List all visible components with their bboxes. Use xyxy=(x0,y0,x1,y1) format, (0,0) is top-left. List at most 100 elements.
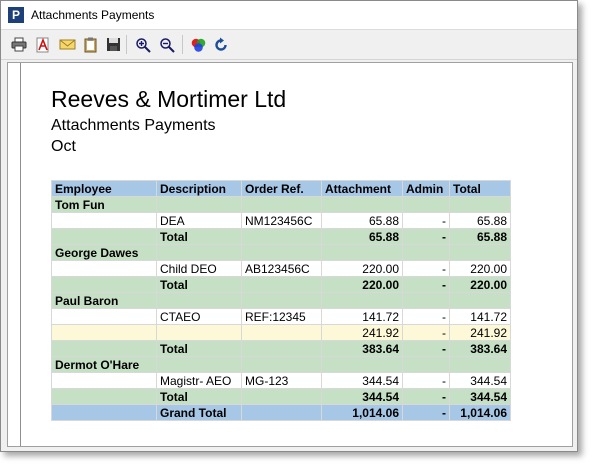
title-bar[interactable]: P Attachments Payments xyxy=(1,1,577,30)
cell-employee xyxy=(51,228,157,245)
column-header-order-ref: Order Ref. xyxy=(241,180,322,197)
cell-description: CTAEO xyxy=(156,308,242,325)
cell-description: Total xyxy=(156,388,242,405)
cell-order-ref xyxy=(241,292,322,309)
cell-employee xyxy=(51,308,157,325)
cell-attachment: 1,014.06 xyxy=(321,404,403,421)
cell-attachment: 383.64 xyxy=(321,340,403,357)
toolbar-separator xyxy=(126,35,127,54)
report-title: Attachments Payments xyxy=(51,117,216,134)
toolbar-separator xyxy=(182,35,183,54)
column-header-attachment: Attachment xyxy=(321,180,403,197)
pdf-icon[interactable] xyxy=(34,36,52,53)
refresh-icon[interactable] xyxy=(212,36,230,53)
cell-attachment: 344.54 xyxy=(321,372,403,389)
cell-total: 344.54 xyxy=(449,388,511,405)
cell-order-ref: NM123456C xyxy=(241,212,322,229)
cell-description: Grand Total xyxy=(156,404,242,421)
cell-admin xyxy=(402,196,450,213)
cell-order-ref xyxy=(241,388,322,405)
cell-description xyxy=(156,324,242,341)
cell-admin xyxy=(402,244,450,261)
cell-attachment: 141.72 xyxy=(321,308,403,325)
cell-total: 65.88 xyxy=(449,212,511,229)
cell-attachment: 220.00 xyxy=(321,260,403,277)
cell-description: Magistr- AEO xyxy=(156,372,242,389)
cell-employee: Dermot O'Hare xyxy=(51,356,157,373)
cell-employee xyxy=(51,372,157,389)
cell-attachment xyxy=(321,196,403,213)
table-row: Magistr- AEO MG-123 344.54-344.54 xyxy=(51,372,511,389)
cell-order-ref xyxy=(241,244,322,261)
total-row: Total 344.54-344.54 xyxy=(51,388,511,405)
column-header-total: Total xyxy=(449,180,511,197)
report-period: Oct xyxy=(51,138,76,155)
cell-total xyxy=(449,356,511,373)
cell-description xyxy=(156,356,242,373)
employee-group-row: Tom Fun xyxy=(51,196,511,213)
grand-total-row: Grand Total 1,014.06-1,014.06 xyxy=(51,404,511,421)
cell-total: 220.00 xyxy=(449,276,511,293)
color-icon[interactable] xyxy=(189,36,207,53)
cell-admin xyxy=(402,292,450,309)
cell-employee xyxy=(51,276,157,293)
cell-total: 220.00 xyxy=(449,260,511,277)
column-header-employee: Employee xyxy=(51,180,157,197)
cell-order-ref xyxy=(241,404,322,421)
cell-total xyxy=(449,244,511,261)
zoom-in-icon[interactable] xyxy=(134,36,152,53)
cell-admin: - xyxy=(402,388,450,405)
zoom-out-icon[interactable] xyxy=(158,36,176,53)
report-preview[interactable]: Reeves & Mortimer Ltd Attachments Paymen… xyxy=(7,62,573,447)
column-header-description: Description xyxy=(156,180,242,197)
cell-order-ref xyxy=(241,228,322,245)
report-window: P Attachments Payments xyxy=(0,0,578,452)
cell-employee xyxy=(51,212,157,229)
cell-employee xyxy=(51,324,157,341)
employee-group-row: Dermot O'Hare xyxy=(51,356,511,373)
clipboard-icon[interactable] xyxy=(81,36,99,53)
table-header-row: Employee Description Order Ref. Attachme… xyxy=(51,180,511,197)
cell-employee xyxy=(51,388,157,405)
total-row: Total 220.00-220.00 xyxy=(51,276,511,293)
table-row: 241.92-241.92 xyxy=(51,324,511,341)
cell-order-ref: MG-123 xyxy=(241,372,322,389)
page-edge xyxy=(20,63,21,446)
cell-order-ref xyxy=(241,324,322,341)
cell-total: 141.72 xyxy=(449,308,511,325)
cell-description xyxy=(156,292,242,309)
cell-employee: Paul Baron xyxy=(51,292,157,309)
cell-employee: George Dawes xyxy=(51,244,157,261)
table-row: CTAEO REF:12345 141.72-141.72 xyxy=(51,308,511,325)
cell-description xyxy=(156,196,242,213)
cell-attachment: 65.88 xyxy=(321,212,403,229)
cell-employee xyxy=(51,260,157,277)
cell-attachment: 65.88 xyxy=(321,228,403,245)
cell-admin: - xyxy=(402,340,450,357)
employee-group-row: Paul Baron xyxy=(51,292,511,309)
employee-group-row: George Dawes xyxy=(51,244,511,261)
cell-attachment: 344.54 xyxy=(321,388,403,405)
table-row: Child DEO AB123456C 220.00-220.00 xyxy=(51,260,511,277)
cell-admin xyxy=(402,356,450,373)
total-row: Total 65.88-65.88 xyxy=(51,228,511,245)
cell-total: 65.88 xyxy=(449,228,511,245)
column-header-admin: Admin xyxy=(402,180,450,197)
cell-attachment: 241.92 xyxy=(321,324,403,341)
cell-admin: - xyxy=(402,212,450,229)
window-title: Attachments Payments xyxy=(31,8,155,22)
cell-total xyxy=(449,196,511,213)
save-icon[interactable] xyxy=(104,36,122,53)
email-icon[interactable] xyxy=(58,36,76,53)
cell-attachment xyxy=(321,356,403,373)
cell-description xyxy=(156,244,242,261)
print-icon[interactable] xyxy=(10,36,28,53)
cell-admin: - xyxy=(402,228,450,245)
cell-attachment xyxy=(321,244,403,261)
cell-admin: - xyxy=(402,372,450,389)
company-name: Reeves & Mortimer Ltd xyxy=(51,86,287,112)
cell-total: 383.64 xyxy=(449,340,511,357)
cell-admin: - xyxy=(402,404,450,421)
cell-description: Total xyxy=(156,228,242,245)
total-row: Total 383.64-383.64 xyxy=(51,340,511,357)
